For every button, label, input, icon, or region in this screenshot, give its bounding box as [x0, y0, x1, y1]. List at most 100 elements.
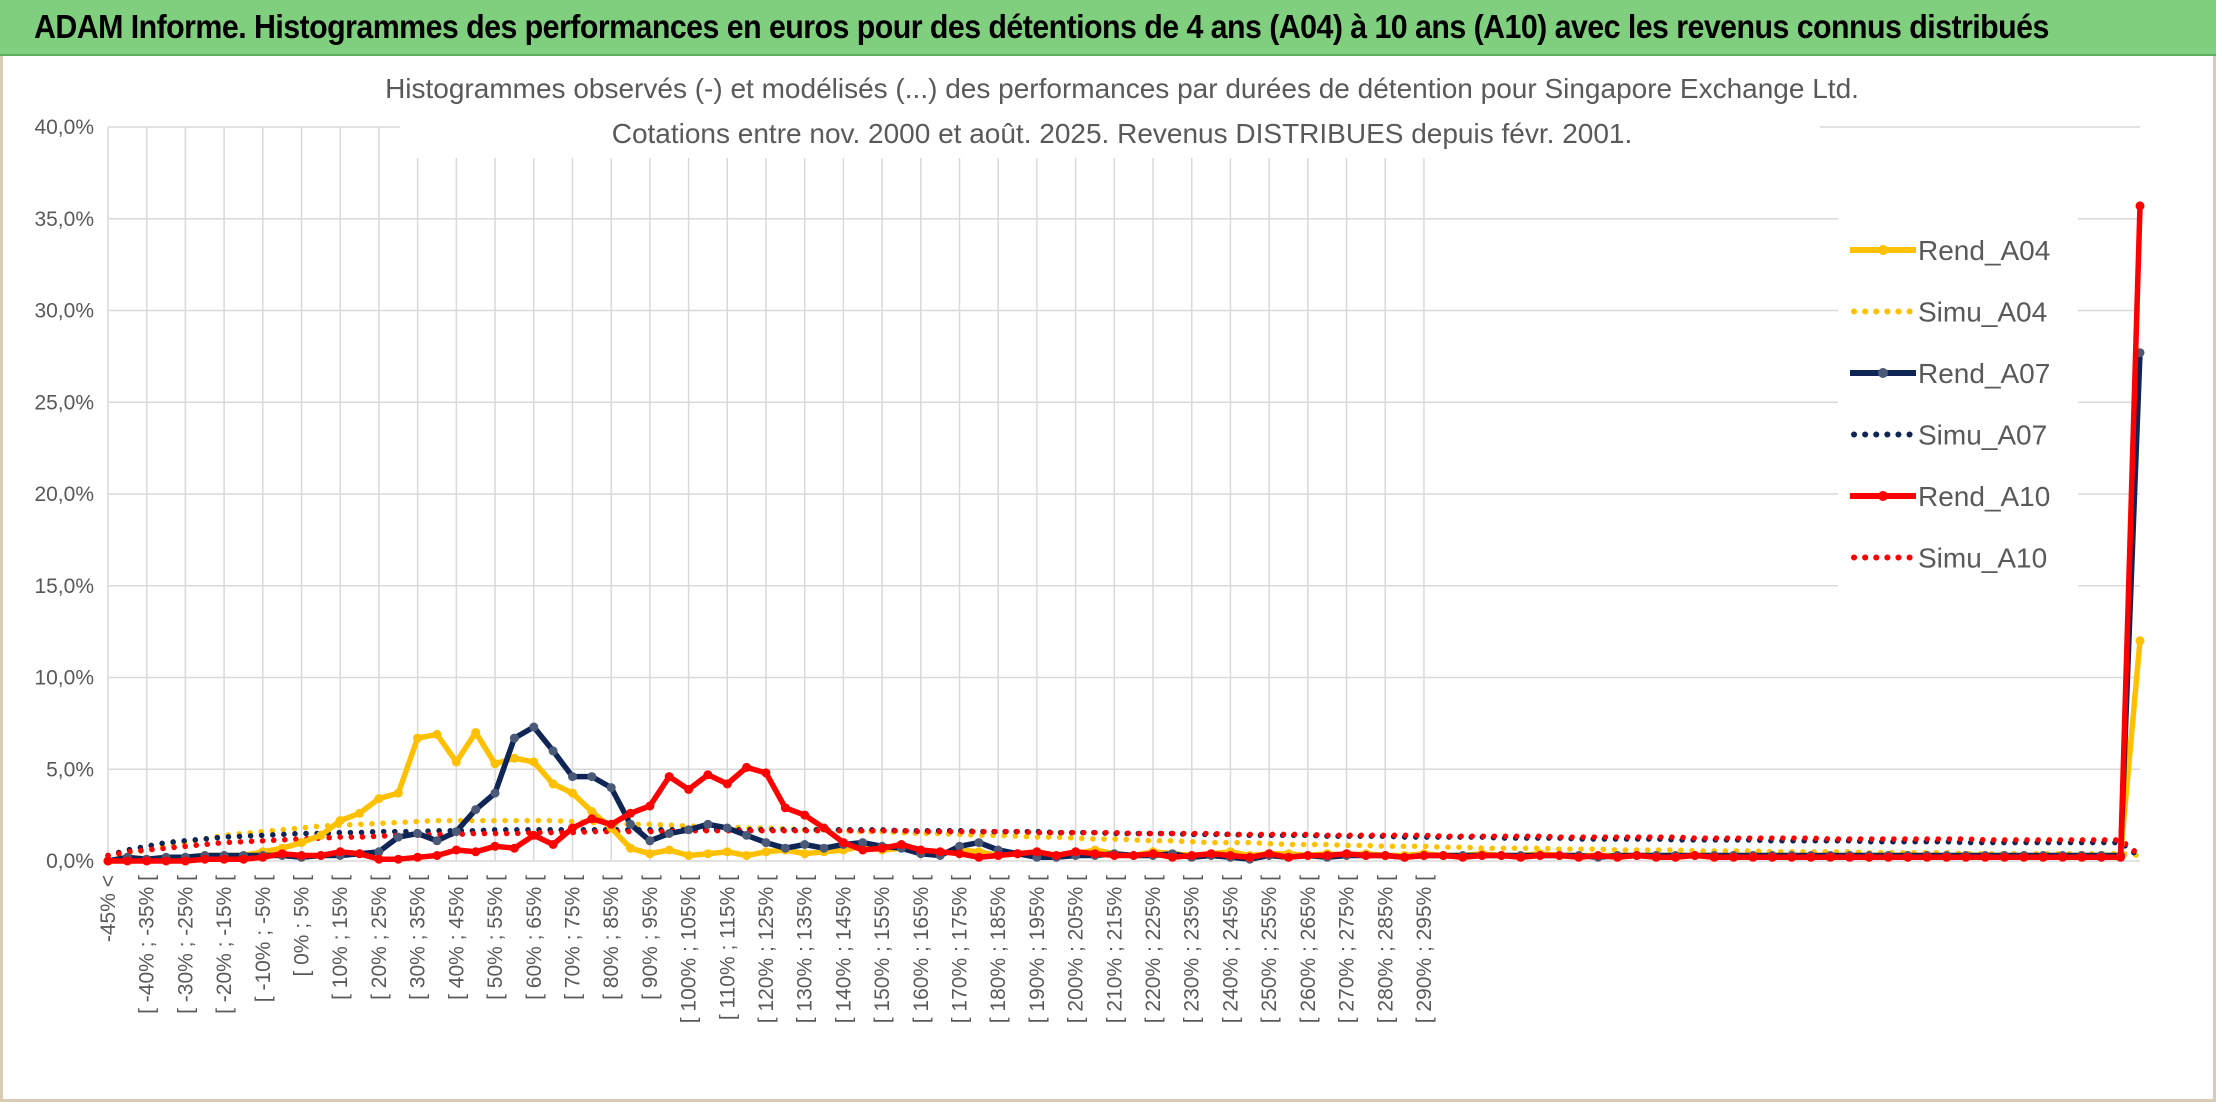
- data-point: [645, 849, 655, 859]
- x-tick-label: [ 240% ; 245% [: [1219, 875, 1242, 1023]
- data-point: [1071, 847, 1081, 857]
- y-tick-label: 20,0%: [34, 483, 94, 506]
- data-point: [432, 851, 442, 860]
- data-point: [2038, 852, 2048, 862]
- data-point: [1032, 847, 1042, 857]
- x-tick-label: [ 90% ; 95% [: [639, 875, 662, 1000]
- data-point: [2019, 852, 2029, 862]
- x-tick-label: [ 170% ; 175% [: [949, 875, 972, 1023]
- x-tick-label: [ 150% ; 155% [: [871, 875, 894, 1023]
- data-point: [1922, 852, 1932, 862]
- x-tick-label: [ 40% ; 45% [: [445, 875, 468, 1000]
- y-axis-ticks: 0,0% 5,0% 10,0% 15,0% 20,0% 25,0% 30,0% 35,0% 40…: [34, 116, 94, 873]
- data-point: [626, 808, 635, 818]
- data-point: [1458, 852, 1468, 862]
- data-point: [684, 851, 694, 860]
- data-point: [955, 849, 964, 859]
- legend-item-Simu_A10: Simu_A10: [1851, 543, 2047, 574]
- x-tick-label: [ 50% ; 55% [: [484, 875, 507, 1000]
- legend-item-Rend_A04: Rend_A04: [1850, 235, 2050, 266]
- data-point: [316, 851, 326, 860]
- data-point: [1980, 852, 1990, 862]
- data-point: [1187, 851, 1197, 860]
- data-point: [858, 838, 868, 848]
- series-Rend_A10: [103, 201, 2145, 866]
- data-point: [722, 847, 732, 857]
- x-tick-label: [ 130% ; 135% [: [794, 875, 817, 1023]
- data-point: [722, 779, 732, 789]
- legend-label: Rend_A04: [1918, 235, 2050, 266]
- x-tick-label: [ 200% ; 205% [: [1065, 875, 1088, 1023]
- series-line-Rend_A10: [108, 205, 2143, 864]
- data-point: [1787, 852, 1797, 862]
- data-point: [1225, 851, 1235, 860]
- data-point: [896, 840, 906, 849]
- data-point: [413, 829, 423, 838]
- chart-title-line1: Histogrammes observés (-) et modélisés (…: [385, 73, 1859, 104]
- data-point: [955, 841, 964, 851]
- data-point: [277, 849, 287, 859]
- data-point: [587, 807, 597, 816]
- data-point: [316, 830, 326, 840]
- data-point: [1671, 852, 1680, 862]
- data-point: [1109, 851, 1119, 860]
- data-point: [645, 801, 655, 811]
- data-point: [2135, 636, 2145, 646]
- data-point: [529, 830, 539, 840]
- data-point: [2096, 852, 2106, 862]
- series-line-Rend_A07: [107, 352, 2143, 864]
- x-tick-label: [ 100% ; 105% [: [678, 875, 701, 1023]
- data-point: [2077, 852, 2087, 862]
- legend-item-Simu_A04: Simu_A04: [1851, 297, 2047, 328]
- data-point: [1090, 849, 1100, 859]
- data-point: [335, 816, 345, 826]
- data-point: [451, 757, 461, 767]
- data-point: [490, 759, 500, 769]
- data-point: [1593, 851, 1603, 860]
- data-point: [761, 768, 771, 778]
- data-point: [993, 851, 1003, 860]
- data-point: [1961, 852, 1971, 862]
- data-point: [1284, 852, 1293, 862]
- data-point: [509, 753, 519, 763]
- data-point: [568, 772, 577, 782]
- header-banner: ADAM Informe. Histogrammes des performan…: [0, 0, 2216, 56]
- data-point: [587, 814, 597, 824]
- y-tick-label: 10,0%: [34, 667, 94, 690]
- series-Simu_A04: [105, 817, 2143, 861]
- data-point: [529, 722, 539, 732]
- x-tick-label: [ 290% ; 295% [: [1413, 875, 1436, 1023]
- data-point: [800, 810, 810, 820]
- chart-title-line2: Cotations entre nov. 2000 et août. 2025.…: [612, 118, 1633, 149]
- x-tick-label: [ 230% ; 235% [: [1181, 875, 1204, 1023]
- data-point: [1245, 852, 1255, 862]
- page-title: ADAM Informe. Histogrammes des performan…: [34, 8, 2049, 45]
- data-point: [761, 838, 771, 848]
- data-point: [1806, 852, 1816, 862]
- data-point: [645, 836, 655, 846]
- data-point: [800, 840, 810, 849]
- data-point: [297, 838, 306, 848]
- data-point: [239, 854, 248, 864]
- data-point: [1864, 852, 1874, 862]
- data-point: [2058, 852, 2068, 862]
- data-point: [509, 843, 519, 853]
- legend-label: Rend_A10: [1918, 481, 2050, 512]
- data-point: [471, 847, 481, 857]
- data-point: [1148, 849, 1158, 859]
- x-tick-label: [ 60% ; 65% [: [523, 875, 546, 1000]
- data-point: [161, 856, 171, 866]
- data-point: [1322, 851, 1332, 860]
- chart-title-background: [400, 70, 1820, 158]
- data-point: [606, 783, 616, 793]
- x-tick-label: [ 210% ; 215% [: [1103, 875, 1126, 1023]
- data-point: [703, 819, 713, 829]
- data-point: [1264, 849, 1274, 859]
- data-point: [1167, 852, 1177, 862]
- data-point: [1380, 851, 1390, 860]
- data-point: [1516, 852, 1526, 862]
- data-point: [1748, 852, 1758, 862]
- data-point: [374, 794, 384, 804]
- data-point: [509, 733, 519, 743]
- legend-item-Rend_A07: Rend_A07: [1850, 358, 2050, 389]
